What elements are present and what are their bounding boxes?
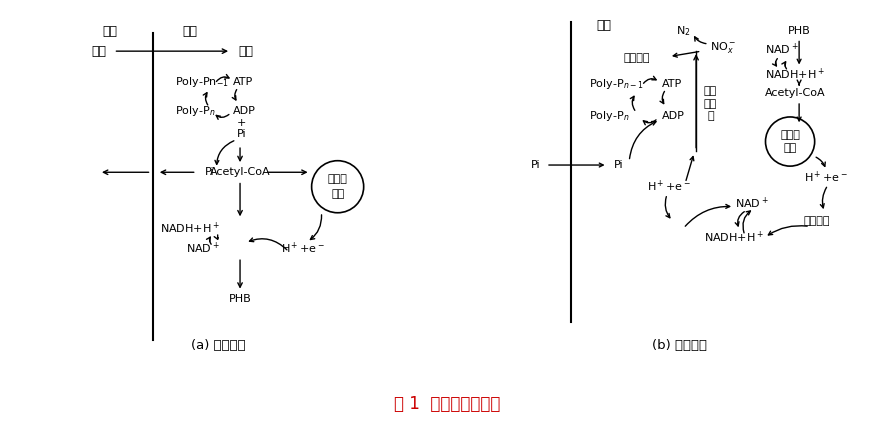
Text: Acetyl-CoA: Acetyl-CoA	[764, 88, 825, 98]
Text: 循环: 循环	[331, 189, 344, 199]
Text: 乙酸: 乙酸	[91, 45, 106, 58]
Text: Poly-Pn$_{-1}$: Poly-Pn$_{-1}$	[174, 75, 229, 89]
Text: ADP: ADP	[661, 111, 684, 121]
Text: ATP: ATP	[661, 79, 681, 89]
Text: 胞内: 胞内	[181, 25, 197, 38]
Text: ATP: ATP	[232, 77, 253, 87]
Text: 胞外: 胞外	[102, 25, 117, 38]
Text: +: +	[237, 118, 246, 128]
Text: H$^+$+e$^-$: H$^+$+e$^-$	[646, 179, 690, 195]
Text: Pi: Pi	[204, 167, 214, 177]
Text: 胞内: 胞内	[595, 19, 611, 32]
Text: Poly-P$_{n-1}$: Poly-P$_{n-1}$	[589, 77, 644, 91]
Text: 电子: 电子	[704, 86, 716, 96]
Text: NADH+H$^+$: NADH+H$^+$	[704, 230, 763, 245]
Text: 合成代谢: 合成代谢	[803, 216, 830, 226]
Text: NAD$^+$: NAD$^+$	[735, 195, 768, 210]
Text: NADH+H$^+$: NADH+H$^+$	[763, 67, 823, 82]
Text: PHB: PHB	[228, 294, 251, 304]
Text: 乙酸: 乙酸	[238, 45, 253, 58]
Text: NO$_x^-$: NO$_x^-$	[709, 40, 736, 55]
Text: NAD$^+$: NAD$^+$	[763, 42, 797, 57]
Text: 循环: 循环	[782, 143, 796, 153]
Text: NAD$^+$: NAD$^+$	[186, 240, 220, 256]
Text: H$^+$+e$^-$: H$^+$+e$^-$	[281, 240, 325, 256]
Text: 三羧酸: 三羧酸	[327, 174, 347, 184]
Text: ADP: ADP	[232, 106, 256, 116]
Text: Acetyl-CoA: Acetyl-CoA	[209, 167, 270, 177]
Text: 传递: 传递	[704, 99, 716, 109]
Text: H$^+$+e$^-$: H$^+$+e$^-$	[804, 170, 848, 185]
Text: 图 1  反硝化除磷机理: 图 1 反硝化除磷机理	[394, 394, 500, 413]
Text: NADH+H$^+$: NADH+H$^+$	[160, 221, 220, 236]
Text: 三羧酸: 三羧酸	[780, 130, 799, 140]
Text: Pi: Pi	[530, 160, 539, 170]
Text: N$_2$: N$_2$	[675, 24, 690, 38]
Text: (a) 厌氧条件: (a) 厌氧条件	[190, 339, 245, 352]
Text: Poly-P$_n$: Poly-P$_n$	[174, 104, 215, 118]
Text: (b) 缺氧条件: (b) 缺氧条件	[652, 339, 706, 352]
Text: 链: 链	[706, 111, 713, 121]
Text: Poly-P$_n$: Poly-P$_n$	[589, 109, 629, 123]
Text: PHB: PHB	[787, 26, 810, 36]
Text: Pi: Pi	[237, 129, 247, 139]
Text: Pi: Pi	[613, 160, 622, 170]
Text: 合成代谢: 合成代谢	[622, 53, 649, 64]
